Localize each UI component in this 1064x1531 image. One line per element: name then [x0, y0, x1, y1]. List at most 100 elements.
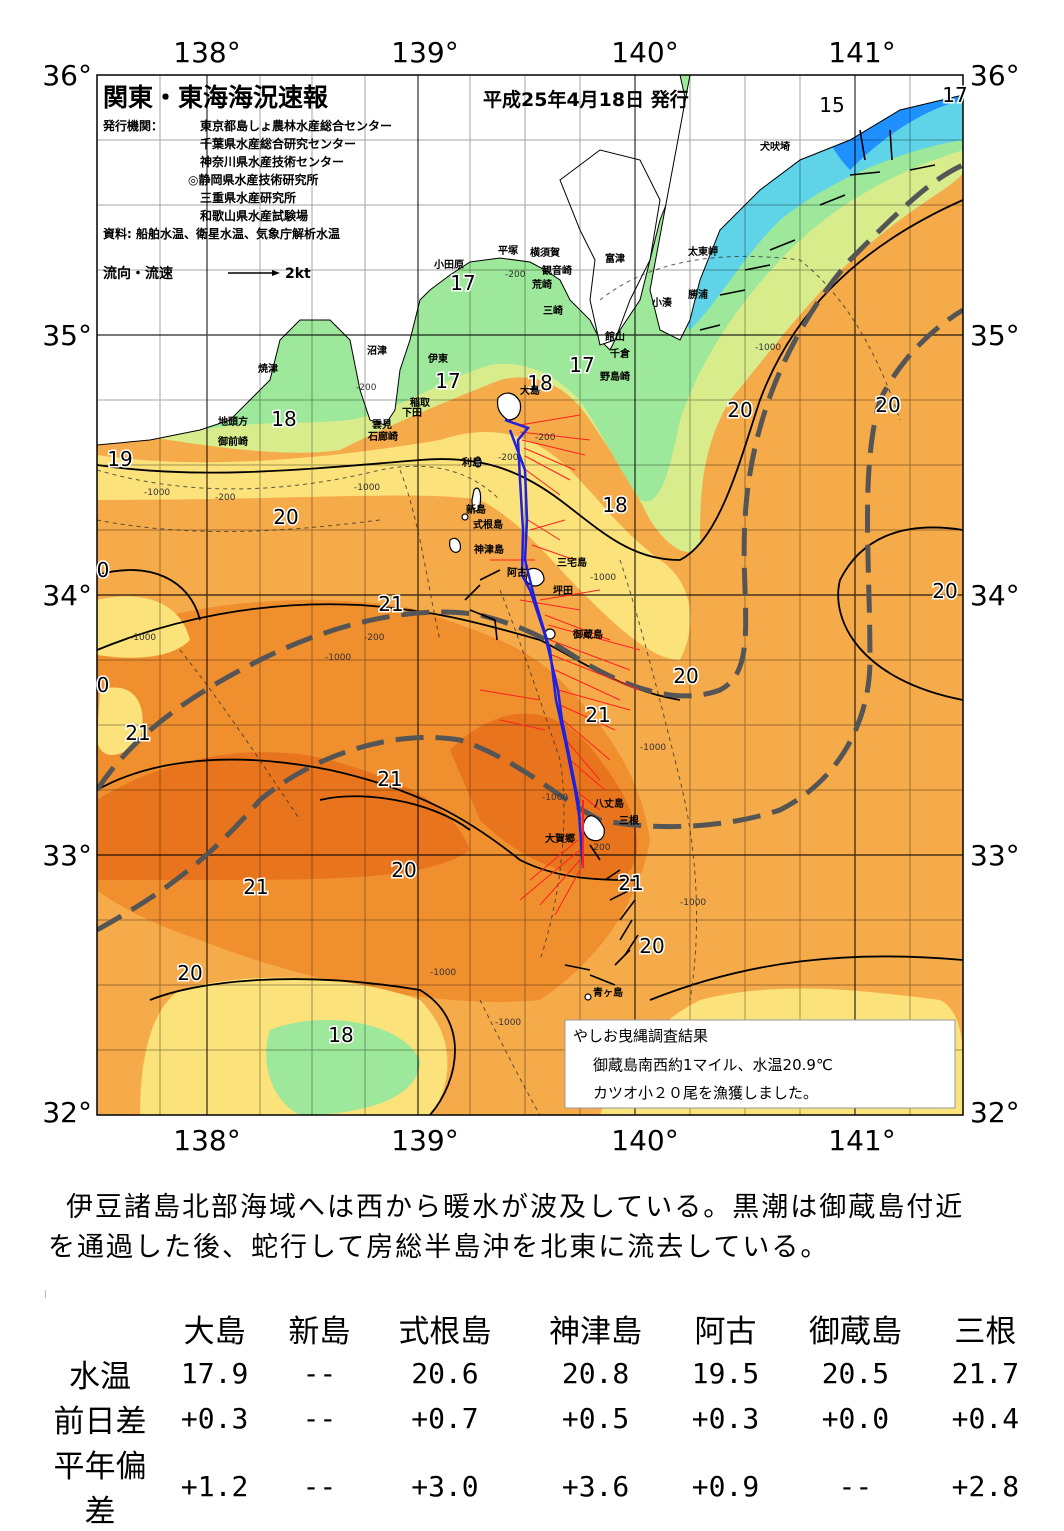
- table-corner: [40, 1305, 160, 1351]
- table-cell: +0.5: [561, 1402, 630, 1435]
- place-label: 太東岬: [687, 245, 718, 258]
- station-header: 阿古: [694, 1313, 757, 1350]
- table-cell: 20.6: [411, 1357, 479, 1390]
- station-header: 神津島: [549, 1313, 643, 1350]
- place-label: 小田原: [433, 258, 464, 271]
- publisher-list: 東京都島しょ農林水産総合センター 千葉県水産総合研究センター 神奈川県水産技術セ…: [188, 118, 392, 223]
- table-row: 水温 17.9 -- 20.6 20.8 19.5 20.5 21.7: [40, 1351, 1040, 1396]
- map-title: 関東・東海海況速報: [103, 83, 329, 112]
- place-label: 大賀郷: [545, 832, 575, 845]
- catch-note-box: [564, 1019, 956, 1109]
- publisher: ◎静岡県水産技術研究所: [188, 172, 318, 187]
- isotherm-label: 21: [125, 721, 150, 745]
- publisher: 千葉県水産総合研究センター: [200, 136, 356, 151]
- station-header: 大島: [183, 1313, 246, 1350]
- place-label: 地頭方: [218, 415, 248, 428]
- depth-label: -200: [535, 433, 556, 443]
- table-cell: +1.2: [180, 1469, 249, 1503]
- lat-labels-right: 36° 35° 34° 33° 32°: [970, 59, 1020, 1129]
- water-19c-west: [97, 596, 190, 658]
- water-22c-west: [97, 752, 470, 880]
- summary-line: 伊豆諸島北部海域へは西から暖水が波及している。黒潮は御蔵島付近: [66, 1192, 965, 1223]
- island-toshima: [474, 456, 482, 468]
- lat-label: 36°: [42, 59, 92, 92]
- isotherm-label: 17: [569, 353, 594, 377]
- island-shikinejima: [461, 513, 469, 521]
- table-cell: 21.7: [951, 1357, 1020, 1390]
- row-label: 前日差: [53, 1404, 147, 1440]
- island-oshima: [496, 392, 522, 421]
- table-cell: +0.0: [821, 1402, 890, 1435]
- table-cell: 20.8: [561, 1357, 630, 1390]
- lat-labels-left: 36° 35° 34° 33° 32°: [42, 59, 92, 1129]
- table-cell: --: [302, 1469, 337, 1503]
- lon-label: 141°: [828, 36, 895, 69]
- place-label: 神津島: [474, 543, 504, 556]
- table-cell: +0.7: [411, 1402, 479, 1435]
- place-label: 石廊崎: [367, 430, 398, 443]
- table-header-row: 大島 新島 式根島 神津島 阿古 御蔵島 三根: [40, 1305, 1040, 1351]
- table-cell: 20.5: [821, 1357, 890, 1390]
- table-cell: +0.4: [951, 1402, 1020, 1435]
- table-cell: +3.0: [411, 1469, 479, 1503]
- isotherm-label: 17: [435, 369, 460, 393]
- place-label: 観音崎: [542, 264, 572, 277]
- legend-arrow-icon: [272, 270, 280, 276]
- depth-label: -1000: [680, 898, 706, 908]
- lon-label: 140°: [611, 36, 678, 69]
- place-label: 三根: [619, 814, 639, 827]
- station-header: 御蔵島: [808, 1313, 902, 1350]
- place-label: 三崎: [543, 304, 563, 317]
- isotherm-label: 18: [602, 493, 627, 517]
- publisher: 東京都島しょ農林水産総合センター: [200, 118, 392, 133]
- isotherm-label: 19: [107, 447, 132, 471]
- depth-label: -1000: [430, 968, 456, 978]
- lat-label: 34°: [970, 579, 1020, 612]
- land-chiba: [649, 75, 963, 341]
- table-cell: +0.3: [691, 1402, 760, 1435]
- place-label: 犬吠埼: [760, 140, 790, 153]
- place-label: 阿古: [507, 566, 527, 579]
- publisher: 三重県水産研究所: [200, 190, 296, 205]
- isotherm-label: 20: [932, 579, 957, 603]
- isotherm-label: 17: [942, 83, 967, 107]
- map-frame: [96, 74, 964, 1116]
- depth-label: -200: [590, 843, 611, 853]
- table-cell: +0.9: [691, 1469, 760, 1503]
- depth-label: -1000: [325, 653, 351, 663]
- place-label: 横須賀: [530, 246, 560, 259]
- depth-label: -1000: [144, 488, 170, 498]
- lat-label: 33°: [970, 839, 1020, 872]
- lon-labels-bottom: 138° 139° 140° 141°: [173, 1124, 895, 1157]
- isotherm-label: 21: [377, 767, 402, 791]
- data-source: 資料: 船舶水温、衛星水温、気象庁解析水温: [103, 226, 340, 241]
- place-label: 荒崎: [531, 278, 552, 291]
- isotherm-label: 21: [243, 875, 268, 899]
- isotherm-label: 20: [639, 934, 664, 958]
- place-label: 平塚: [498, 244, 518, 257]
- water-19c-west2: [97, 687, 143, 755]
- isotherm-label: 20: [177, 961, 202, 985]
- table-row: 前日差 +0.3 -- +0.7 +0.5 +0.3 +0.0 +0.4: [40, 1396, 1040, 1441]
- isotherm-labels-extra: 20: [638, 933, 666, 960]
- table-cell: --: [302, 1402, 337, 1435]
- place-label: 千倉: [610, 347, 631, 360]
- isotherm-label: 20: [875, 393, 900, 417]
- sea-temperature-map: 138° 139° 140° 141° 138° 139° 140° 141° …: [42, 36, 1020, 1157]
- lon-label: 138°: [173, 1124, 240, 1157]
- place-label: 利島: [462, 456, 482, 469]
- isotherm-label: 18: [271, 407, 296, 431]
- island-niijima: [471, 487, 482, 512]
- legend-speed: 2kt: [285, 266, 311, 282]
- water-17c-south: [266, 1020, 420, 1115]
- station-header: 三根: [954, 1313, 1017, 1350]
- current-vectors: [479, 414, 641, 916]
- depth-label: -1000: [590, 573, 616, 583]
- depth-label: -200: [505, 270, 526, 280]
- isotherm-label: 20: [673, 664, 698, 688]
- lon-label: 141°: [828, 1124, 895, 1157]
- depth-label: -1000: [755, 343, 781, 353]
- separator-mark: [45, 1290, 46, 1298]
- ship-track: [504, 418, 585, 869]
- depth-label: -200: [498, 453, 519, 463]
